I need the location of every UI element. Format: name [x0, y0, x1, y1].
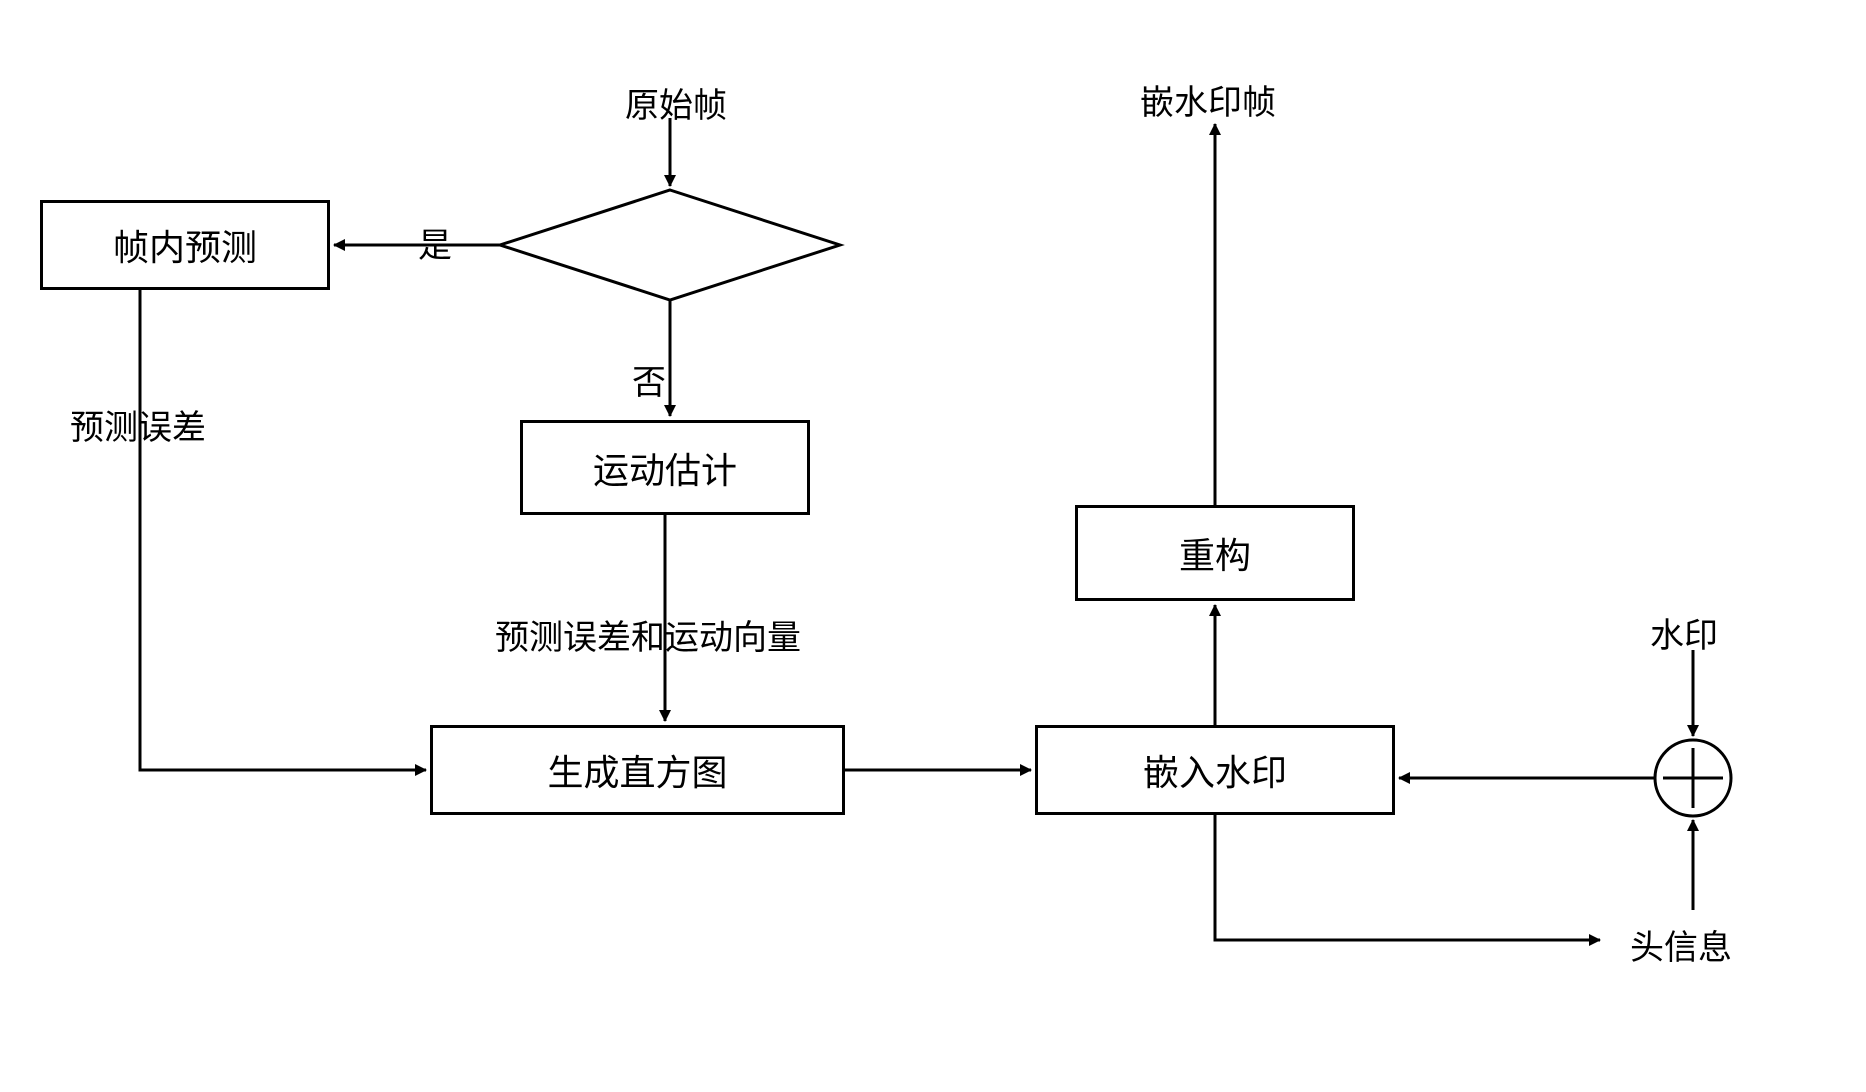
yes-label: 是 [418, 218, 452, 267]
embed-watermark-label: 嵌入水印 [1143, 744, 1287, 796]
watermark-label: 水印 [1650, 608, 1718, 657]
intra-prediction-box: 帧内预测 [40, 200, 330, 290]
reconstruct-box: 重构 [1075, 505, 1355, 601]
no-label: 否 [632, 355, 666, 404]
intra-prediction-label: 帧内预测 [113, 219, 257, 271]
generate-histogram-box: 生成直方图 [430, 725, 845, 815]
header-info-label: 头信息 [1630, 920, 1732, 969]
reconstruct-label: 重构 [1179, 527, 1251, 579]
motion-estimation-label: 运动估计 [593, 442, 737, 494]
generate-histogram-label: 生成直方图 [547, 744, 727, 796]
prediction-error-mv-label: 预测误差和运动向量 [495, 610, 801, 659]
raw-frame-label: 原始帧 [625, 78, 727, 127]
prediction-error-label: 预测误差 [70, 400, 206, 449]
motion-estimation-box: 运动估计 [520, 420, 810, 515]
sum-icon [1655, 740, 1731, 816]
decision-text: 是否第一帧 [580, 228, 760, 280]
embed-watermark-box: 嵌入水印 [1035, 725, 1395, 815]
flowchart-svg [0, 0, 1866, 1092]
watermarked-frame-label: 嵌水印帧 [1140, 75, 1276, 124]
